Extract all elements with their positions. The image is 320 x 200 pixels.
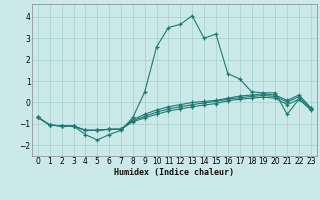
X-axis label: Humidex (Indice chaleur): Humidex (Indice chaleur) — [115, 168, 234, 177]
